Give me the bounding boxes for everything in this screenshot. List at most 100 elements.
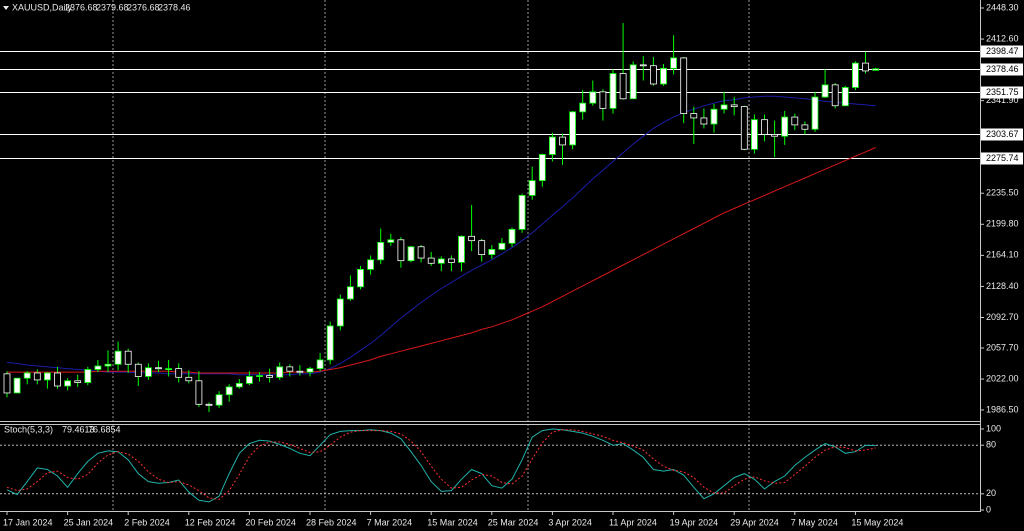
- x-tick-label: 3 Apr 2024: [548, 517, 592, 527]
- stochastic-header: Stoch(5,3,3) 79.4613 76.6854: [4, 424, 121, 434]
- candle-body: [670, 57, 677, 69]
- stochastic-panel: [0, 428, 980, 503]
- menu-icon[interactable]: [3, 6, 9, 10]
- x-tick-label: 29 Apr 2024: [730, 517, 779, 527]
- level-label-box: [981, 128, 1023, 141]
- candle-body: [488, 248, 496, 255]
- y-tick-label: 2412.60: [986, 33, 1019, 43]
- candle-body: [407, 246, 415, 262]
- candle-body: [417, 246, 425, 259]
- level-label-box: [981, 45, 1023, 58]
- candle-body: [700, 117, 708, 125]
- candle-body: [165, 368, 173, 371]
- candle-body: [306, 368, 314, 373]
- level-label: 2275.74: [986, 153, 1019, 163]
- candle-body: [447, 258, 455, 263]
- candle-body: [458, 235, 465, 263]
- stochastic-line: [6, 428, 876, 503]
- candle-body: [175, 368, 183, 378]
- x-tick-label: 15 Mar 2024: [427, 517, 478, 527]
- candle-body: [761, 119, 768, 135]
- candle-body: [155, 367, 162, 370]
- y-tick-label: 2235.50: [986, 188, 1019, 198]
- x-tick-label: 7 May 2024: [791, 517, 838, 527]
- candle-body: [437, 258, 445, 264]
- candle-body: [468, 235, 476, 242]
- candle-body: [730, 104, 738, 108]
- price-panel: [0, 23, 980, 413]
- candle-body: [518, 194, 526, 230]
- candle-body: [599, 91, 607, 109]
- candle-body: [549, 136, 556, 155]
- candle-body: [751, 119, 758, 150]
- candle-body: [245, 376, 253, 384]
- candle-body: [508, 228, 516, 244]
- candle-body: [559, 136, 566, 146]
- candle-body: [296, 370, 304, 373]
- candle-body: [801, 124, 809, 130]
- candle-body: [771, 134, 778, 137]
- x-tick-label: 17 Jan 2024: [3, 517, 53, 527]
- candle-body: [225, 386, 233, 396]
- candle-body: [84, 369, 92, 383]
- candle-body: [346, 286, 354, 300]
- candle-body: [144, 367, 152, 377]
- x-tick-label: 11 Apr 2024: [609, 517, 657, 527]
- x-tick-label: 2 Feb 2024: [124, 517, 170, 527]
- candle-body: [811, 96, 819, 130]
- candle-body: [852, 62, 859, 88]
- candle-body: [720, 104, 728, 110]
- candle-body: [124, 350, 132, 365]
- candle-body: [235, 382, 243, 388]
- candle-body: [629, 64, 637, 100]
- candle-body: [54, 372, 61, 387]
- level-label: 2378.46: [986, 64, 1019, 74]
- candle-body: [862, 62, 869, 72]
- candle-body: [710, 108, 718, 125]
- candle-body: [266, 375, 274, 378]
- candle-body: [821, 84, 829, 98]
- candle-body: [660, 67, 667, 85]
- candle-body: [589, 91, 597, 104]
- candle-body: [94, 365, 102, 370]
- last-high: 2379.68: [96, 2, 129, 12]
- candle-body: [326, 325, 334, 361]
- candle-body: [215, 394, 223, 406]
- candle-body: [195, 380, 203, 405]
- candle-body: [357, 268, 364, 288]
- candle-body: [23, 372, 31, 379]
- x-tick-label: 12 Feb 2024: [185, 517, 236, 527]
- candle-body: [831, 84, 839, 107]
- candle-body: [427, 257, 435, 264]
- candle-body: [538, 154, 546, 182]
- candle-body: [256, 375, 263, 377]
- stoch-main-value: 79.4613: [62, 424, 95, 434]
- y-tick-label: 2092.70: [986, 312, 1019, 322]
- candle-body: [841, 87, 849, 107]
- indicator-title: Stoch(5,3,3): [4, 424, 53, 434]
- candle-body: [528, 180, 536, 196]
- x-tick-label: 25 Jan 2024: [64, 517, 114, 527]
- candle-body: [367, 259, 375, 270]
- candle-body: [872, 68, 879, 71]
- candle-body: [316, 359, 324, 370]
- candle-body: [286, 366, 294, 372]
- candle-body: [781, 116, 789, 137]
- x-tick-label: 20 Feb 2024: [245, 517, 296, 527]
- candle-body: [680, 57, 688, 114]
- candle-body: [33, 372, 41, 381]
- candle-body: [13, 377, 21, 394]
- candle-body: [498, 242, 506, 250]
- candle-body: [387, 239, 395, 243]
- last-low: 2376.68: [127, 2, 160, 12]
- candle-body: [44, 372, 51, 381]
- candle-body: [579, 102, 587, 113]
- y-tick-label: 20: [986, 488, 996, 498]
- symbol-title: XAUUSD,Daily: [12, 2, 73, 12]
- candle-body: [104, 363, 112, 367]
- y-tick-label: 2022.00: [986, 373, 1019, 383]
- y-tick-label: 2128.40: [986, 281, 1019, 291]
